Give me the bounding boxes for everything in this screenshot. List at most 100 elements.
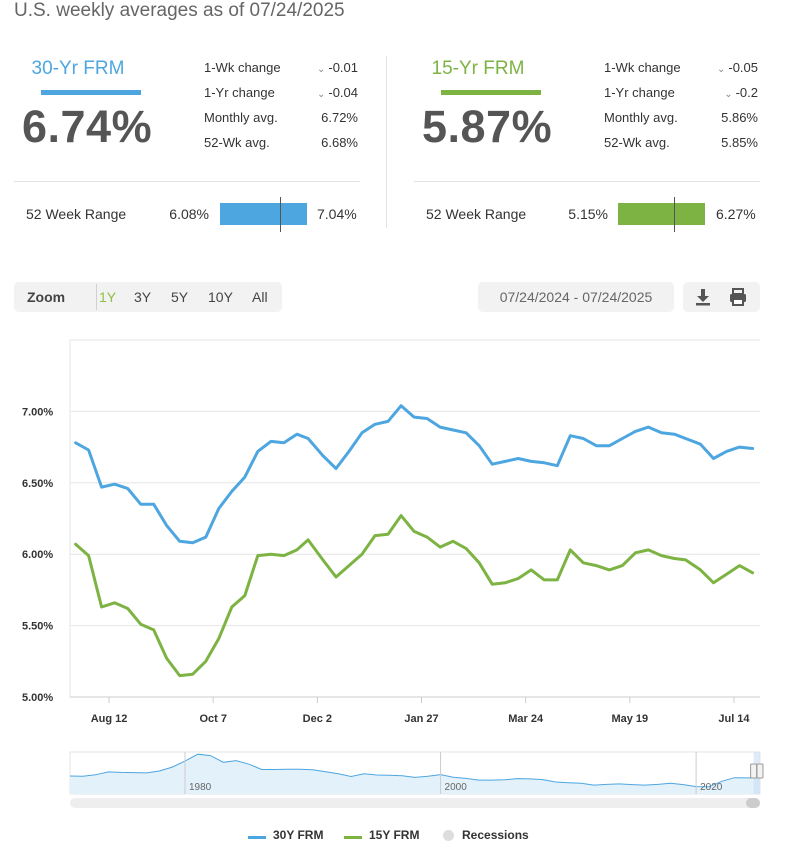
range-current-marker-30yr <box>279 197 281 232</box>
stat-label: Monthly avg. <box>604 110 678 125</box>
chevron-down-icon: ⌄ <box>316 64 326 75</box>
y-tick-label: 6.50% <box>22 478 53 490</box>
y-tick-label: 7.00% <box>22 406 53 418</box>
range-max-15yr: 6.27% <box>716 206 756 222</box>
x-tick-label: Jan 27 <box>404 713 438 725</box>
stat-value: 6.68% <box>321 135 358 150</box>
zoom-1y-button[interactable]: 1Y <box>99 289 117 305</box>
stat-row: 1-Yr change ⌄ -0.04 <box>204 83 360 108</box>
stat-value: ⌄ -0.05 <box>717 60 758 75</box>
chevron-down-icon: ⌄ <box>724 89 733 100</box>
download-icon <box>696 289 710 306</box>
chevron-down-icon: ⌄ <box>716 64 726 75</box>
range-bar-15yr <box>618 203 705 225</box>
stat-value: 6.72% <box>321 110 358 125</box>
stat-value: ⌄ -0.2 <box>724 85 758 100</box>
stat-label: 1-Yr change <box>204 85 275 100</box>
product-underline-30yr <box>41 90 141 95</box>
card-divider <box>386 56 387 228</box>
legend-30yr[interactable]: 30Y FRM <box>248 828 323 842</box>
stat-label: 52-Wk avg. <box>604 135 670 150</box>
range-min-15yr: 5.15% <box>568 206 608 222</box>
range-label-30yr: 52 Week Range <box>26 206 127 222</box>
navigator-year-label: 1980 <box>189 782 212 793</box>
range-max-30yr: 7.04% <box>317 206 357 222</box>
range-current-marker-15yr <box>673 197 675 232</box>
stat-value: 5.86% <box>721 110 758 125</box>
zoom-3y-button[interactable]: 3Y <box>134 289 152 305</box>
x-tick-label: Oct 7 <box>199 713 227 725</box>
download-button[interactable] <box>692 286 714 308</box>
x-tick-label: Mar 24 <box>508 713 544 725</box>
zoom-divider <box>96 284 97 310</box>
current-rate-15yr: 5.87% <box>422 101 553 152</box>
stat-row: 1-Wk change ⌄ -0.01 <box>204 58 360 83</box>
legend-dot-recessions <box>443 830 454 841</box>
x-tick-label: Dec 2 <box>303 713 332 725</box>
legend-label-recessions: Recessions <box>462 828 529 842</box>
main-chart[interactable]: 5.00% 5.50% 6.00% 6.50% 7.00% Aug 12 Oct 7 Dec… <box>0 330 800 750</box>
x-tick-label: Jul 14 <box>718 713 750 725</box>
stat-row: Monthly avg. 6.72% <box>204 108 360 133</box>
stat-label: 52-Wk avg. <box>204 135 270 150</box>
stat-value: ⌄ -0.04 <box>317 85 358 100</box>
stats-30yr: 1-Wk change ⌄ -0.01 1-Yr change ⌄ -0.04 Mo… <box>204 58 360 158</box>
range-label-15yr: 52 Week Range <box>426 206 527 222</box>
zoom-5y-button[interactable]: 5Y <box>171 289 189 305</box>
x-tick-label: May 19 <box>611 713 648 725</box>
zoom-label: Zoom <box>27 289 66 305</box>
stat-label: Monthly avg. <box>204 110 278 125</box>
print-button[interactable] <box>727 286 749 308</box>
y-tick-label: 5.50% <box>22 621 53 633</box>
navigator-area <box>70 754 760 794</box>
card-15yr: 15-Yr FRM 5.87% 1-Wk change ⌄ -0.05 1-Yr … <box>414 56 760 232</box>
stat-row: 1-Wk change ⌄ -0.05 <box>604 58 760 83</box>
current-rate-30yr: 6.74% <box>22 101 153 152</box>
zoom-10y-button[interactable]: 10Y <box>208 289 233 305</box>
zoom-bar: Zoom 1Y 3Y 5Y 10Y All <box>14 282 282 312</box>
navigator-scrollbar-track <box>70 798 760 808</box>
legend-recessions[interactable]: Recessions <box>443 828 529 842</box>
navigator-scrollbar-thumb <box>746 798 760 808</box>
navigator[interactable]: 1980 2000 2020 <box>0 748 800 813</box>
navigator-year-label: 2000 <box>445 782 468 793</box>
navigator-handle-right <box>756 763 764 779</box>
print-icon <box>730 288 746 306</box>
zoom-all-button[interactable]: All <box>252 289 268 305</box>
stat-value-text: -0.2 <box>735 85 758 100</box>
stat-label: 1-Wk change <box>604 60 681 75</box>
legend-swatch-30yr <box>248 836 266 839</box>
stat-row: 52-Wk avg. 6.68% <box>204 133 360 158</box>
stats-15yr: 1-Wk change ⌄ -0.05 1-Yr change ⌄ -0.2 Mon… <box>604 58 760 158</box>
range-bar-30yr <box>220 203 307 225</box>
stat-value-text: -0.01 <box>328 60 358 75</box>
stat-label: 1-Wk change <box>204 60 281 75</box>
stat-row: 1-Yr change ⌄ -0.2 <box>604 83 760 108</box>
x-tick-label: Aug 12 <box>91 713 128 725</box>
y-tick-label: 5.00% <box>22 692 53 704</box>
navigator-year-label: 2020 <box>700 782 723 793</box>
stat-value-text: -0.04 <box>328 85 358 100</box>
date-range-input[interactable]: 07/24/2024 - 07/24/2025 <box>478 282 674 312</box>
series-line-30yr <box>74 404 755 545</box>
stat-value-text: -0.05 <box>728 60 758 75</box>
stat-value: ⌄ -0.01 <box>317 60 358 75</box>
chart-tools <box>683 282 760 312</box>
y-tick-label: 6.00% <box>22 549 53 561</box>
legend-label-15yr: 15Y FRM <box>369 828 420 842</box>
stat-value: 5.85% <box>721 135 758 150</box>
product-name-30yr: 30-Yr FRM <box>31 58 125 79</box>
divider <box>14 181 360 182</box>
legend-15yr[interactable]: 15Y FRM <box>344 828 419 842</box>
product-name-15yr: 15-Yr FRM <box>431 58 525 79</box>
series-line-15yr <box>74 514 755 678</box>
chevron-down-icon: ⌄ <box>316 89 326 100</box>
plot-area <box>70 340 760 697</box>
stat-label: 1-Yr change <box>604 85 675 100</box>
product-underline-15yr <box>441 90 541 95</box>
page-title: U.S. weekly averages as of 07/24/2025 <box>14 0 345 21</box>
card-30yr: 30-Yr FRM 6.74% 1-Wk change ⌄ -0.01 1-Yr … <box>14 56 360 232</box>
stat-row: Monthly avg. 5.86% <box>604 108 760 133</box>
divider <box>414 181 760 182</box>
navigator-handle-left <box>750 763 758 779</box>
